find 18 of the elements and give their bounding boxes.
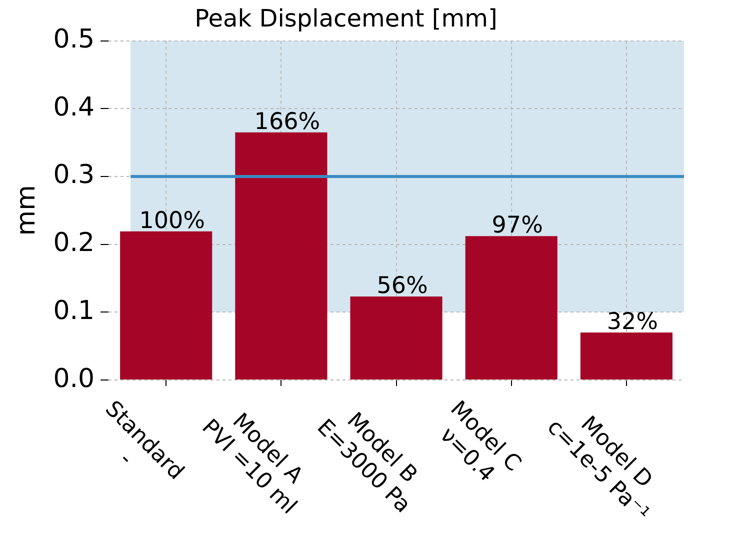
annotation: 32% — [606, 308, 658, 335]
annotation: 100% — [139, 208, 205, 234]
y-axis-title: mm — [11, 185, 42, 236]
bar — [580, 332, 672, 380]
bar — [465, 236, 558, 380]
y-tick-label: 0.1 — [53, 296, 95, 326]
chart-title: Peak Displacement [mm] — [194, 4, 498, 33]
annotation: 56% — [376, 273, 428, 300]
y-tick-label: 0.5 — [53, 24, 95, 55]
annotation: 97% — [492, 212, 543, 239]
bar — [350, 296, 442, 380]
y-tick-label: 0.0 — [53, 364, 95, 394]
annotation: 166% — [254, 108, 320, 135]
bar — [120, 231, 212, 380]
y-tick-label: 0.2 — [53, 228, 95, 258]
y-tick-label: 0.4 — [53, 92, 95, 122]
y-tick-label: 0.3 — [53, 160, 95, 190]
bar — [235, 132, 328, 380]
